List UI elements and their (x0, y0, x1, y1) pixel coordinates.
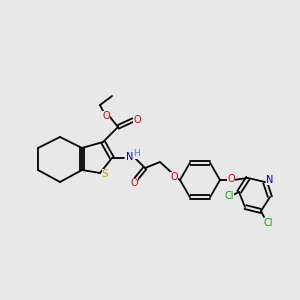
Text: H: H (134, 149, 140, 158)
Text: O: O (102, 111, 110, 121)
Text: S: S (102, 169, 108, 179)
Text: O: O (133, 115, 141, 125)
Text: O: O (130, 178, 138, 188)
Text: N: N (126, 152, 134, 162)
Text: N: N (266, 175, 274, 185)
Text: O: O (227, 174, 235, 184)
Text: O: O (170, 172, 178, 182)
Text: Cl: Cl (263, 218, 273, 228)
Text: Cl: Cl (224, 191, 234, 201)
